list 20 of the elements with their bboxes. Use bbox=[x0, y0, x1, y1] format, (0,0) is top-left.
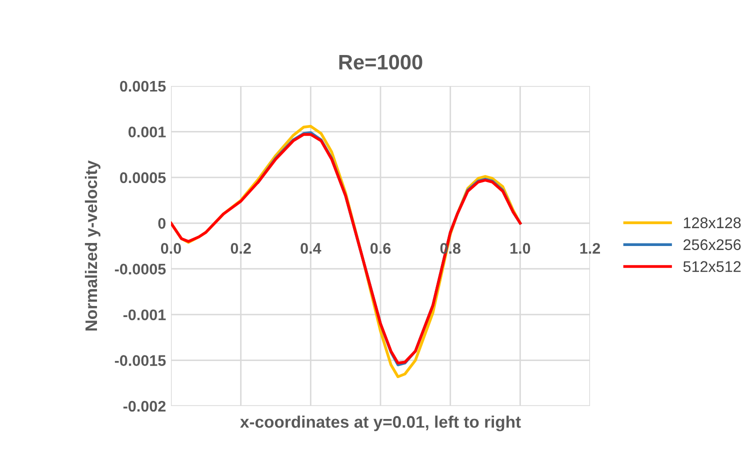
y-tick-label: 0.0005 bbox=[120, 172, 166, 184]
x-tick-label: 0.6 bbox=[370, 242, 391, 254]
legend-label: 128x128 bbox=[684, 217, 741, 228]
y-tick-label: -0.0015 bbox=[114, 355, 166, 366]
y-tick-label: -0.0005 bbox=[114, 264, 166, 275]
y-tick-label: 0.0015 bbox=[120, 80, 166, 92]
x-tick-label: 1.2 bbox=[580, 242, 600, 254]
chart-title: Re=1000 bbox=[339, 54, 422, 70]
y-tick-label: 0.001 bbox=[128, 126, 166, 138]
y-tick-label: 0 bbox=[158, 218, 166, 229]
x-axis-title: x-coordinates at y=0.01, left to right bbox=[240, 416, 521, 432]
y-axis-title: Normalized y-velocity bbox=[84, 160, 100, 331]
legend-label: 256x256 bbox=[684, 239, 741, 250]
legend-label: 512x512 bbox=[683, 261, 741, 272]
y-tick-label: -0.002 bbox=[123, 400, 166, 412]
x-tick-label: 0.0 bbox=[160, 242, 181, 254]
y-tick-label: -0.001 bbox=[123, 309, 166, 320]
x-tick-label: 0.4 bbox=[300, 242, 322, 254]
x-tick-label: 1.0 bbox=[510, 242, 530, 254]
x-tick-label: 0.2 bbox=[230, 242, 251, 254]
